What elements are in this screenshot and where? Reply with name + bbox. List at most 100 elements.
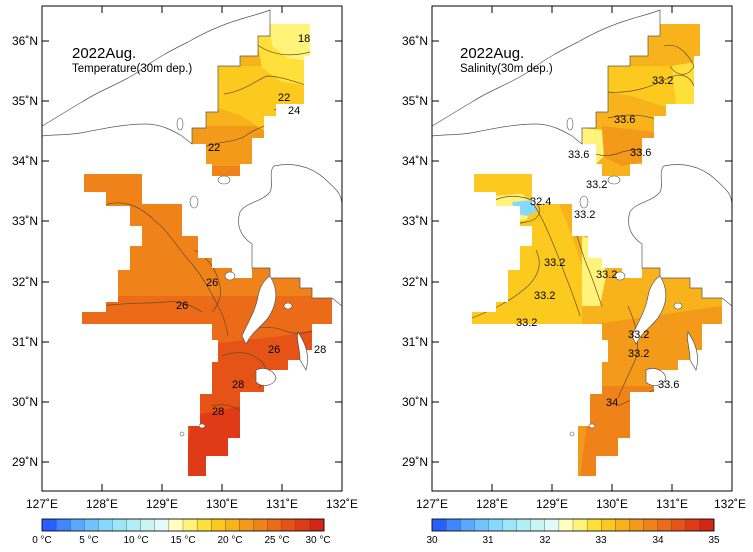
temperature-contour-label: 28 [314, 344, 326, 356]
salinity-landmass [431, 9, 733, 491]
y-tick-label: 32˚N [12, 275, 38, 289]
temperature-contour-label: 26 [206, 277, 218, 289]
colorbar-swatch [126, 518, 142, 532]
salinity-contour-label: 33.2 [628, 348, 649, 360]
x-tick-label: 130˚E [206, 497, 238, 511]
temperature-contour-label: 26 [176, 300, 188, 312]
colorbar-swatch [41, 518, 57, 532]
colorbar-swatch [70, 518, 85, 532]
salinity-panel: 33.2 33.6 33.6 33.6 33.2 32.4 33.2 33.2 … [431, 5, 733, 492]
salinity-contour-label: 33.2 [628, 329, 649, 341]
temperature-x-tick-labels: 127˚E 128˚E 129˚E 130˚E 131˚E 132˚E [26, 497, 358, 511]
colorbar-swatch [55, 518, 71, 532]
temperature-colorbar-label: 15 °C [170, 535, 195, 546]
colorbar-swatch [629, 518, 644, 532]
x-tick-label: 131˚E [656, 497, 688, 511]
temperature-islands [176, 117, 293, 437]
temperature-y-tick-labels: 36˚N 35˚N 34˚N 33˚N 32˚N 31˚N 30˚N 29˚N [12, 34, 38, 469]
salinity-x-tick-labels: 127˚E 128˚E 129˚E 130˚E 131˚E 132˚E [416, 497, 746, 511]
colorbar-swatch [154, 518, 170, 532]
colorbar-swatch [445, 518, 461, 532]
colorbar-swatch [558, 518, 574, 532]
colorbar-swatch [295, 518, 311, 532]
y-tick-label: 29˚N [402, 455, 428, 469]
salinity-contour-label: 33.6 [568, 149, 589, 161]
colorbar-swatch [699, 518, 715, 532]
colorbar-swatch [253, 518, 268, 532]
salinity-contour-label: 32.4 [530, 196, 551, 208]
temperature-colorbar-label: 30 °C [305, 535, 330, 546]
y-tick-label: 36˚N [402, 34, 428, 48]
colorbar-swatch [182, 518, 198, 532]
colorbar-swatch [239, 518, 254, 532]
x-tick-label: 132˚E [326, 497, 358, 511]
salinity-contour-label: 33.2 [574, 209, 595, 221]
temperature-subtitle: Temperature(30m dep.) [72, 63, 192, 75]
temperature-contour-label: 24 [288, 105, 300, 117]
temperature-landmass [41, 9, 343, 491]
y-tick-label: 35˚N [12, 94, 38, 108]
salinity-colorbar-label: 35 [708, 535, 720, 546]
salinity-contour-label: 34 [606, 397, 618, 409]
temperature-colorbar-label: 10 °C [123, 535, 148, 546]
x-tick-label: 129˚E [146, 497, 178, 511]
y-tick-label: 35˚N [402, 94, 428, 108]
salinity-subtitle: Salinity(30m dep.) [460, 63, 553, 75]
colorbar-swatch [643, 518, 658, 532]
colorbar-swatch [98, 518, 113, 532]
x-tick-label: 128˚E [476, 497, 508, 511]
salinity-contour-label: 33.6 [630, 147, 651, 159]
y-tick-label: 32˚N [402, 275, 428, 289]
salinity-colorbar-label: 34 [652, 535, 664, 546]
salinity-contour-labels: 33.2 33.6 33.6 33.6 33.2 32.4 33.2 33.2 … [516, 75, 679, 409]
y-tick-label: 36˚N [12, 34, 38, 48]
salinity-contour-label: 33.2 [544, 257, 565, 269]
salinity-y-tick-labels: 36˚N 35˚N 34˚N 33˚N 32˚N 31˚N 30˚N 29˚N [402, 34, 428, 469]
temperature-contour-label: 22 [208, 142, 220, 154]
colorbar-swatch [140, 518, 156, 532]
y-tick-label: 31˚N [402, 335, 428, 349]
temperature-contour-label: 28 [232, 379, 244, 391]
salinity-contour-label: 33.6 [658, 379, 679, 391]
colorbar-swatch [225, 518, 240, 532]
salinity-map-frame [431, 5, 733, 492]
colorbar-swatch [281, 518, 297, 532]
salinity-colorbar-label: 33 [595, 535, 607, 546]
y-tick-label: 33˚N [402, 214, 428, 228]
colorbar-swatch [615, 518, 630, 532]
colorbar-swatch [586, 518, 602, 532]
x-tick-label: 131˚E [266, 497, 298, 511]
x-tick-label: 127˚E [416, 497, 448, 511]
temperature-contour-labels: 18 22 24 22 26 26 26 28 28 28 [176, 33, 326, 418]
salinity-colorbar: 30 31 32 33 34 35 [426, 518, 720, 546]
temperature-contour-label: 26 [268, 344, 280, 356]
salinity-contour-label: 33.2 [596, 269, 617, 281]
colorbar-swatch [685, 518, 701, 532]
colorbar-swatch [474, 518, 489, 532]
colorbar-swatch [211, 518, 226, 532]
x-tick-label: 127˚E [26, 497, 58, 511]
salinity-contour-label: 33.2 [586, 179, 607, 191]
y-tick-label: 29˚N [12, 455, 38, 469]
temperature-colorbar-label: 20 °C [217, 535, 242, 546]
colorbar-swatch [196, 518, 212, 532]
temperature-colorbar-label: 25 °C [264, 535, 289, 546]
salinity-colorbar-label: 30 [426, 535, 438, 546]
salinity-contour-label: 33.2 [516, 317, 537, 329]
temperature-colorbar-label: 5 °C [79, 535, 99, 546]
x-tick-label: 128˚E [86, 497, 118, 511]
colorbar-swatch [502, 518, 517, 532]
temperature-colorbar-label: 0 °C [32, 535, 52, 546]
temperature-colorbar-swatches [41, 518, 325, 532]
salinity-contour-label: 33.6 [614, 114, 635, 126]
salinity-colorbar-label: 32 [539, 535, 551, 546]
colorbar-swatch [516, 518, 532, 532]
temperature-contour-label: 18 [298, 33, 310, 45]
x-tick-label: 132˚E [714, 497, 746, 511]
colorbar-swatch [601, 518, 616, 532]
colorbar-swatch [657, 518, 673, 532]
y-tick-label: 34˚N [12, 154, 38, 168]
colorbar-swatch [530, 518, 546, 532]
colorbar-swatch [544, 518, 560, 532]
